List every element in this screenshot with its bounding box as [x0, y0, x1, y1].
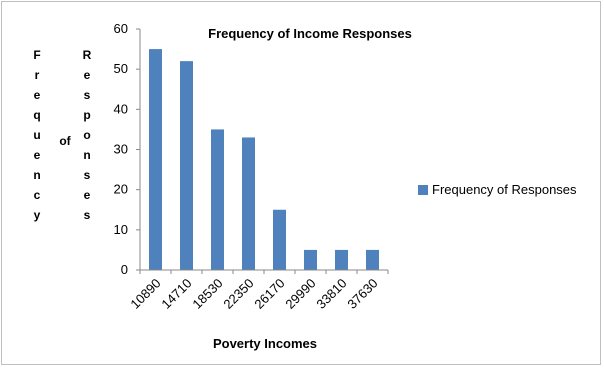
- bar-33810: [335, 249, 348, 270]
- x-tick-label: 37630: [344, 276, 380, 312]
- bar-37630: [366, 249, 379, 270]
- y-tick-label: 10: [114, 222, 128, 237]
- x-tick-label: 10890: [127, 276, 163, 312]
- y-tick-label: 60: [114, 21, 128, 36]
- x-tick-label: 14710: [158, 276, 194, 312]
- chart-title: Frequency of Income Responses: [208, 26, 412, 41]
- y-axis-label-right: Responses: [80, 48, 94, 228]
- y-tick-label: 20: [114, 182, 128, 197]
- x-axis-label: Poverty Incomes: [213, 336, 317, 351]
- y-axis-label-left: Frequency: [30, 48, 44, 228]
- legend-swatch: [418, 184, 428, 195]
- y-tick-label: 50: [114, 61, 128, 76]
- y-axis-label-middle: of: [59, 134, 71, 148]
- y-tick-label: 30: [114, 142, 128, 157]
- y-tick-label: 0: [121, 262, 128, 277]
- legend: Frequency of Responses: [418, 182, 577, 197]
- bar-22350: [242, 137, 255, 270]
- bar-29990: [304, 249, 317, 270]
- legend-label: Frequency of Responses: [432, 182, 577, 197]
- y-axis: 0 10 20 30 40 50 60: [114, 21, 141, 277]
- bars: [149, 49, 379, 271]
- x-tick-label: 18530: [189, 276, 225, 312]
- bar-10890: [149, 49, 162, 271]
- bar-14710: [180, 61, 193, 271]
- bar-26170: [273, 209, 286, 270]
- x-tick-label: 22350: [220, 276, 256, 312]
- x-tick-label: 33810: [313, 276, 349, 312]
- x-tick-label: 26170: [251, 276, 287, 312]
- bar-18530: [211, 129, 224, 270]
- x-tick-label: 29990: [282, 276, 318, 312]
- y-tick-label: 40: [114, 101, 128, 116]
